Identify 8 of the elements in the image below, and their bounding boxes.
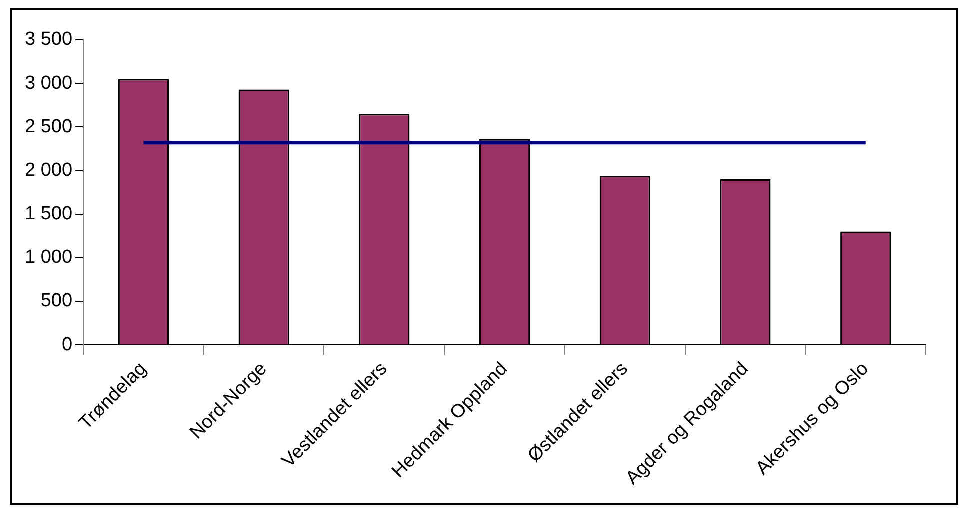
y-tick-label: 1 500 xyxy=(25,204,73,225)
y-tick-label: 2 000 xyxy=(25,160,73,181)
y-tick-label: 3 500 xyxy=(25,29,73,50)
y-tick-label: 3 000 xyxy=(25,72,73,94)
y-tick-label: 2 500 xyxy=(25,116,73,138)
y-tick-label: 1 000 xyxy=(25,247,73,268)
y-tick-label: 500 xyxy=(40,290,73,312)
y-tick-label: 0 xyxy=(62,334,73,356)
